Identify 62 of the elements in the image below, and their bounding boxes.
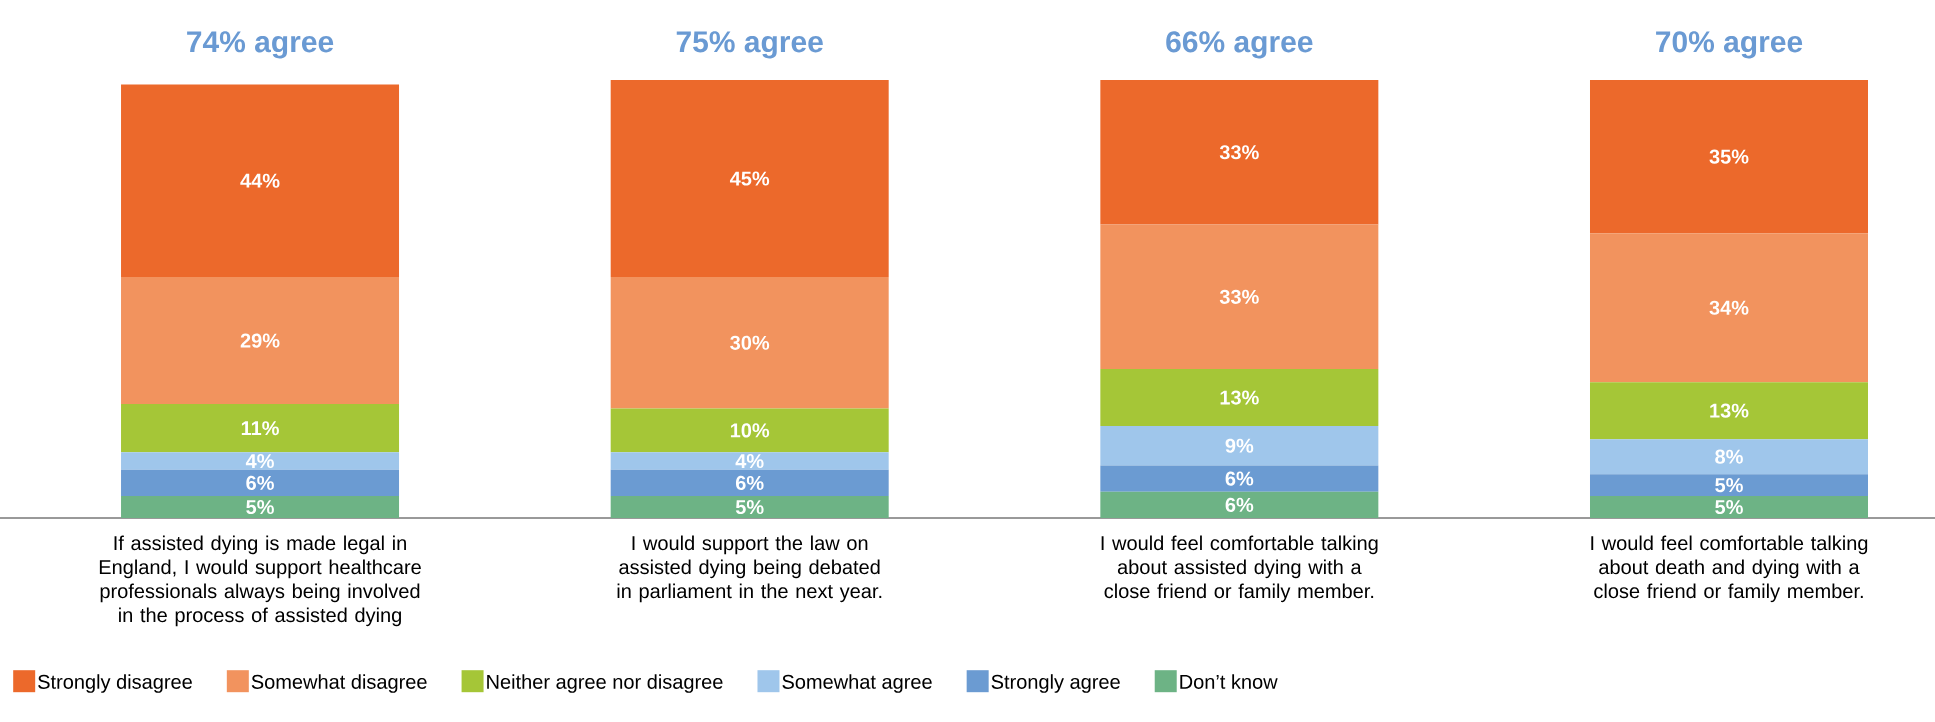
bar — [1100, 224, 1379, 370]
data-label: 13% — [1220, 390, 1259, 405]
data-label: 5% — [1715, 478, 1743, 493]
data-label: 5% — [735, 499, 764, 515]
x-tick-label: If assisted dying is made legal in England, I would support healthcare professionals always being involved in the process of assisted dying — [99, 535, 421, 627]
bar — [610, 469, 889, 497]
bar — [1100, 80, 1379, 225]
data-label: 13% — [1710, 403, 1749, 418]
data-label: 8% — [1715, 449, 1743, 464]
legend-label: Neither agree nor disagree — [487, 674, 723, 693]
bar — [121, 452, 400, 470]
bar — [121, 84, 400, 278]
bar — [1589, 233, 1868, 383]
data-label: 9% — [1225, 438, 1254, 453]
legend-label: Don’t know — [1180, 674, 1278, 689]
data-label: 30% — [730, 335, 770, 350]
text: 74% agree — [187, 31, 334, 59]
text: 66% agree — [1166, 31, 1313, 59]
x-tick-label: I would feel comfortable talking about death and dying with a close friend or family member. — [1591, 535, 1868, 603]
data-label: 6% — [1225, 471, 1254, 486]
bar — [610, 408, 889, 453]
data-label: 44% — [240, 173, 280, 188]
data-label: 29% — [240, 333, 280, 348]
data-label: 6% — [735, 475, 764, 491]
bar — [121, 469, 400, 497]
bar — [610, 80, 889, 278]
bar — [1100, 491, 1379, 518]
bar — [1100, 369, 1379, 427]
bar — [1589, 80, 1868, 234]
bar — [1100, 426, 1379, 466]
x-tick-label: I would feel comfortable talking about assisted dying with a close friend or family member. — [1101, 535, 1378, 603]
legend-label: Somewhat disagree — [251, 674, 427, 693]
data-label: 45% — [729, 171, 770, 186]
bar — [1100, 465, 1379, 492]
bar — [1589, 382, 1868, 440]
legend-label: Somewhat agree — [782, 674, 932, 693]
bar — [1589, 496, 1868, 518]
bar — [1589, 439, 1868, 475]
bar — [121, 496, 400, 518]
bar — [121, 404, 400, 453]
data-label: 11% — [241, 421, 279, 436]
data-label: 5% — [246, 499, 274, 515]
legend-label: Strongly agree — [991, 674, 1120, 693]
bar — [1589, 474, 1868, 497]
data-label: 6% — [246, 475, 274, 491]
data-label: 33% — [1219, 145, 1259, 160]
data-label: 4% — [245, 454, 274, 469]
data-label: 6% — [1225, 497, 1254, 512]
data-label: 10% — [730, 423, 770, 438]
data-label: 35% — [1709, 149, 1749, 164]
bar — [610, 452, 889, 470]
bar — [610, 277, 889, 409]
data-label: 5% — [1715, 499, 1743, 515]
text: 70% agree — [1656, 31, 1803, 59]
bar — [610, 496, 889, 518]
legend-label: Strongly disagree — [38, 674, 192, 693]
data-label: 33% — [1219, 289, 1259, 304]
text: 75% agree — [676, 31, 823, 59]
bar — [121, 277, 400, 405]
x-tick-label: I would support the law on assisted dying being debated in parliament in the next year. — [617, 535, 882, 603]
data-label: 34% — [1709, 300, 1749, 315]
data-label: 4% — [735, 454, 764, 469]
